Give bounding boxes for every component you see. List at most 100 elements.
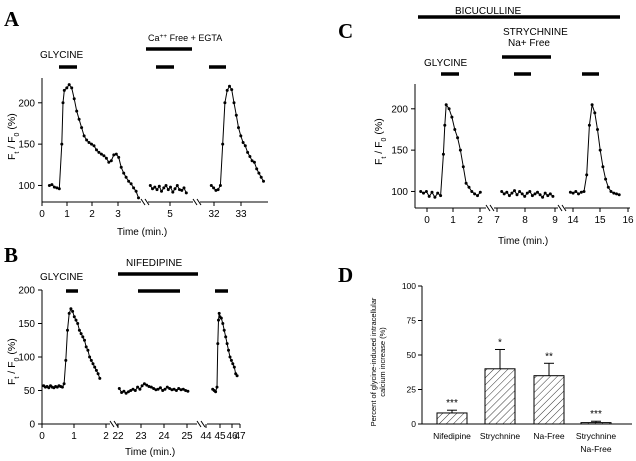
panel-b-data-point xyxy=(93,365,97,369)
panel-b-data-point xyxy=(79,332,83,336)
panel-c-x-tick-label: 7 xyxy=(494,215,500,226)
panel-a-data-point xyxy=(127,179,131,183)
panel-b-data-point xyxy=(184,389,188,392)
panel-b-data-point xyxy=(71,309,75,313)
panel-d-category-label: Strychnine xyxy=(576,431,616,441)
panel-c-axis-break-1 xyxy=(485,204,495,212)
panel-c-series xyxy=(419,103,621,199)
panel-b-y-axis-label: Ft / F0 (%) xyxy=(6,338,21,385)
panel-c-data-point xyxy=(419,190,423,193)
panel-c-data-point xyxy=(617,193,621,197)
panel-b-data-point xyxy=(86,348,90,352)
panel-b-data-point xyxy=(179,388,183,392)
panel-b-data-point xyxy=(214,390,218,394)
panel-b-data-point xyxy=(129,389,133,392)
panel-b-data-point xyxy=(231,362,235,366)
panel-a-data-point xyxy=(180,188,184,192)
panel-c-y-axis-label: Ft / F0 (%) xyxy=(373,118,388,165)
panel-c-data-point xyxy=(538,193,542,197)
panel-b-data-point xyxy=(229,358,233,362)
panel-b-y-tick-label: 100 xyxy=(18,353,35,364)
panel-a-series xyxy=(47,83,265,200)
panel-b-data-point xyxy=(149,385,153,389)
panel-c-data-point xyxy=(456,136,460,140)
panel-b-data-point xyxy=(152,387,156,390)
panel-b-data-point xyxy=(83,338,86,342)
panel-b-data-point xyxy=(89,358,93,362)
panel-a-x-ticks: 0 1 2 3 5 32 33 xyxy=(39,202,247,220)
panel-c-data-point xyxy=(430,190,434,194)
panel-a-data-point xyxy=(132,186,136,190)
panel-b-data-point xyxy=(158,386,162,390)
panel-c-data-point xyxy=(548,192,552,196)
panel-b-data-point xyxy=(98,376,102,380)
panel-b-data-point xyxy=(60,385,64,389)
panel-b-data-point xyxy=(216,342,220,346)
panel-b-y-tick-label: 150 xyxy=(18,319,35,330)
panel-a-data-point xyxy=(107,160,111,164)
panel-b-data-point xyxy=(165,385,169,389)
panel-a-data-point xyxy=(255,167,259,171)
panel-c-x-tick-label: 8 xyxy=(522,215,528,226)
panel-a-data-point xyxy=(223,101,227,105)
panel-c-stim-label-na-free: Na+ Free xyxy=(508,38,550,49)
panel-b-series-line-washout xyxy=(212,313,238,393)
panel-c-series-line-washout xyxy=(570,104,620,196)
panel-b-y-ticks: 0 50 100 150 200 xyxy=(18,286,42,431)
panel-b-data-point xyxy=(133,389,137,392)
panel-b-data-point xyxy=(142,382,146,386)
panel-c-data-point xyxy=(604,177,608,181)
panel-c-data-point xyxy=(502,192,506,196)
panel-c-data-point xyxy=(590,103,594,107)
panel-c-data-point xyxy=(515,193,519,197)
panel-a-x-tick-label: 3 xyxy=(115,209,121,220)
panel-a-data-point xyxy=(209,184,213,187)
panel-a-x-tick-label: 1 xyxy=(64,209,70,220)
panel-a-y-tick-label: 200 xyxy=(18,98,35,109)
panel-a-data-point xyxy=(248,155,252,158)
panel-b-data-point xyxy=(120,391,124,394)
panel-c-data-point xyxy=(587,123,591,127)
panel-c-data-point xyxy=(424,190,428,193)
panel-a-x-tick-label: 2 xyxy=(89,209,95,220)
panel-c-data-point xyxy=(447,107,451,111)
panel-a-data-point xyxy=(151,187,154,191)
panel-c-data-point xyxy=(439,194,443,198)
panel-c-data-point xyxy=(443,123,447,127)
panel-b-data-point xyxy=(145,383,149,387)
panel-d-y-tick-label: 25 xyxy=(407,385,417,395)
panel-c-data-point xyxy=(525,191,529,195)
panel-d-significance-marker: *** xyxy=(446,398,458,409)
panel-c-stim-label-bicuculline: BICUCULLINE xyxy=(455,6,521,17)
panel-c-data-point xyxy=(464,181,468,185)
panel-letter-c: C xyxy=(338,19,353,43)
panel-c-data-point xyxy=(433,195,437,199)
panel-a-data-point xyxy=(162,186,166,190)
panel-a-data-point xyxy=(164,184,168,187)
panel-a-data-point xyxy=(169,185,172,189)
panel-b-x-tick-label: 2 xyxy=(103,431,109,442)
panel-d-y-axis-label-line-2: calcium increase (%) xyxy=(378,327,387,397)
panel-a-data-point xyxy=(184,191,188,195)
panel-b-data-point xyxy=(232,365,236,369)
panel-a-ca-superscript: ++ xyxy=(160,33,168,40)
panel-d-y-tick-label: 50 xyxy=(407,350,417,360)
panel-a-data-point xyxy=(160,189,163,193)
panel-b-data-point xyxy=(224,335,228,339)
panel-a-data-point xyxy=(225,88,229,92)
panel-b-data-point xyxy=(225,342,229,346)
panel-d-significance-marker: ** xyxy=(545,351,553,362)
panel-a-data-point xyxy=(239,134,243,138)
panel-b-data-point xyxy=(172,387,176,391)
panel-a-data-point xyxy=(77,117,81,121)
panel-b-series-line-control xyxy=(43,307,101,389)
panel-a-x-axis-label: Time (min.) xyxy=(117,227,167,238)
panel-a-data-point xyxy=(52,185,56,189)
panel-a-stim-label-glycine: GLYCINE xyxy=(40,50,83,61)
panel-a-y-ticks: 100 150 200 xyxy=(18,98,42,192)
panel-b-stim-label-nifedipine: NIFEDIPINE xyxy=(126,258,182,269)
panel-a-data-point xyxy=(230,88,234,92)
panel-b-data-point xyxy=(163,387,167,391)
panel-a-data-point xyxy=(90,142,93,146)
panel-c-data-point xyxy=(593,111,597,115)
